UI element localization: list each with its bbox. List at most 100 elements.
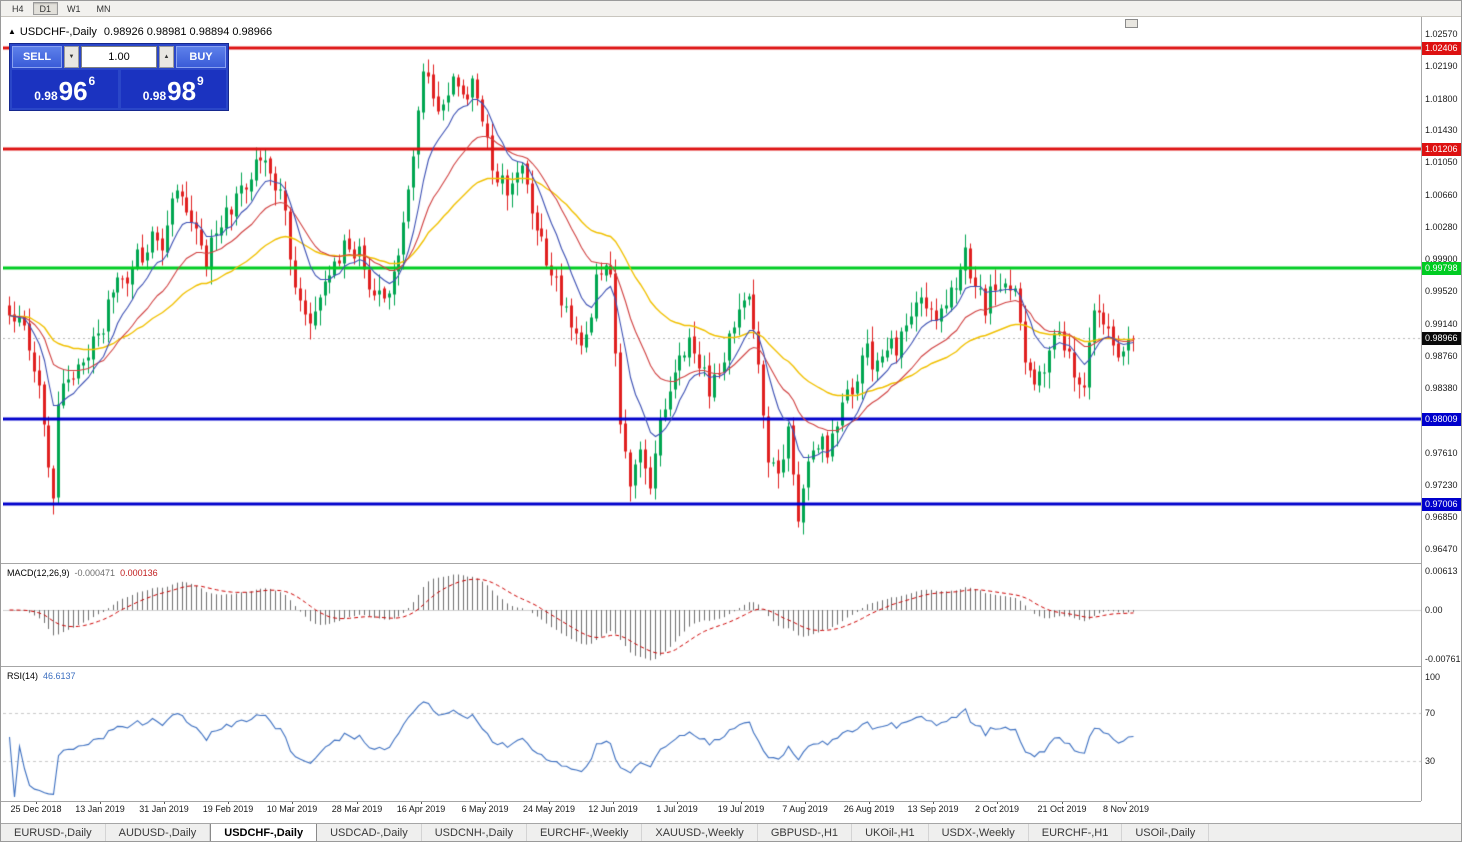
sell-price-sup: 6 bbox=[88, 74, 96, 88]
symbol-title: USDCHF-,Daily bbox=[19, 26, 97, 38]
buy-price-base: 0.98 bbox=[142, 89, 167, 103]
tab-eurchf-h1[interactable]: EURCHF-,H1 bbox=[1029, 824, 1123, 841]
price-tick: 0.99520 bbox=[1425, 286, 1458, 297]
date-tick bbox=[164, 801, 165, 804]
current-price-badge: 0.98966 bbox=[1422, 332, 1461, 346]
buy-button[interactable]: BUY bbox=[176, 46, 226, 68]
price-tick: 0.98380 bbox=[1425, 382, 1458, 393]
lot-decrease-button[interactable]: ▼ bbox=[64, 46, 79, 68]
sell-button[interactable]: SELL bbox=[12, 46, 62, 68]
macd-tick: 0.00 bbox=[1425, 605, 1443, 615]
date-tick bbox=[357, 801, 358, 804]
price-chart-canvas[interactable] bbox=[3, 29, 1421, 563]
price-tick: 0.98760 bbox=[1425, 350, 1458, 361]
date-label: 19 Feb 2019 bbox=[202, 804, 254, 814]
date-label: 13 Jan 2019 bbox=[75, 804, 125, 814]
date-axis-line bbox=[1, 801, 1421, 802]
rsi-tick: 100 bbox=[1425, 672, 1441, 682]
lot-size-input[interactable] bbox=[81, 46, 157, 68]
rsi-label: RSI(14) 46.6137 bbox=[7, 671, 76, 681]
date-label: 8 Nov 2019 bbox=[1102, 804, 1150, 814]
date-tick bbox=[421, 801, 422, 804]
sell-price-base: 0.98 bbox=[34, 89, 58, 103]
timeframe-button-d1[interactable]: D1 bbox=[32, 2, 59, 15]
tab-eurchf-weekly[interactable]: EURCHF-,Weekly bbox=[527, 824, 643, 841]
date-label: 28 Mar 2019 bbox=[331, 804, 383, 814]
date-tick bbox=[805, 801, 806, 804]
date-tick bbox=[485, 801, 486, 804]
tab-usdcad-daily[interactable]: USDCAD-,Daily bbox=[317, 824, 422, 841]
tab-audusd-daily[interactable]: AUDUSD-,Daily bbox=[106, 824, 211, 841]
tab-xauusd-weekly[interactable]: XAUUSD-,Weekly bbox=[642, 824, 758, 841]
date-tick bbox=[292, 801, 293, 804]
buy-price-button[interactable]: 0.98 98 9 bbox=[120, 70, 226, 108]
date-tick bbox=[1126, 801, 1127, 804]
date-label: 2 Oct 2019 bbox=[974, 804, 1020, 814]
pane-splitter-rsi[interactable] bbox=[1, 666, 1421, 667]
date-label: 12 Jun 2019 bbox=[588, 804, 638, 814]
price-tick: 0.96470 bbox=[1425, 543, 1458, 554]
sell-price-big: 96 bbox=[58, 76, 88, 106]
macd-label: MACD(12,26,9) -0.000471 0.000136 bbox=[7, 568, 158, 578]
date-tick bbox=[228, 801, 229, 804]
date-tick bbox=[869, 801, 870, 804]
buy-price-sup: 9 bbox=[197, 74, 204, 88]
date-label: 6 May 2019 bbox=[461, 804, 509, 814]
date-label: 7 Aug 2019 bbox=[782, 804, 828, 814]
price-tick: 1.01050 bbox=[1425, 157, 1458, 168]
tab-usdchf-daily[interactable]: USDCHF-,Daily bbox=[210, 824, 318, 841]
chart-tab-bar: EURUSD-,Daily AUDUSD-,Daily USDCHF-,Daily U… bbox=[1, 823, 1461, 841]
tab-usoil-daily[interactable]: USOil-,Daily bbox=[1122, 824, 1210, 841]
timeframe-toolbar: H4 D1 W1 MN bbox=[1, 1, 1461, 17]
price-tick: 1.02190 bbox=[1425, 61, 1458, 72]
date-label: 1 Jul 2019 bbox=[656, 804, 698, 814]
tab-gbpusd-h1[interactable]: GBPUSD-,H1 bbox=[758, 824, 853, 841]
date-tick bbox=[549, 801, 550, 804]
sell-price-button[interactable]: 0.98 96 6 bbox=[12, 70, 118, 108]
macd-pane-canvas[interactable] bbox=[3, 565, 1421, 665]
macd-tick: -0.007612 bbox=[1425, 653, 1462, 664]
date-tick bbox=[677, 801, 678, 804]
date-tick bbox=[613, 801, 614, 804]
date-tick bbox=[741, 801, 742, 804]
date-label: 16 Apr 2019 bbox=[396, 804, 446, 814]
price-line-badge: 0.99798 bbox=[1422, 261, 1461, 275]
price-line-badge: 1.02406 bbox=[1422, 41, 1461, 55]
price-tick: 0.97610 bbox=[1425, 447, 1458, 458]
chart-title: ▲ USDCHF-,Daily 0.98926 0.98981 0.98894 0.… bbox=[8, 26, 272, 38]
price-tick: 0.99900 bbox=[1425, 254, 1458, 265]
date-label: 31 Jan 2019 bbox=[139, 804, 189, 814]
price-line-badge: 1.01206 bbox=[1422, 143, 1461, 157]
rsi-tick: 70 bbox=[1425, 708, 1436, 718]
rsi-tick: 30 bbox=[1425, 756, 1436, 766]
chart-restore-icon[interactable] bbox=[1125, 19, 1138, 28]
collapse-panel-icon[interactable]: ▲ bbox=[8, 27, 16, 36]
timeframe-button-h4[interactable]: H4 bbox=[12, 4, 24, 14]
price-tick: 1.00660 bbox=[1425, 190, 1458, 201]
tab-usdx-weekly[interactable]: USDX-,Weekly bbox=[929, 824, 1029, 841]
buy-price-big: 98 bbox=[167, 76, 197, 106]
date-tick bbox=[1062, 801, 1063, 804]
tab-usdcnh-daily[interactable]: USDCNH-,Daily bbox=[422, 824, 527, 841]
tab-eurusd-daily[interactable]: EURUSD-,Daily bbox=[1, 824, 106, 841]
date-tick bbox=[100, 801, 101, 804]
price-tick: 1.02570 bbox=[1425, 28, 1458, 39]
date-label: 21 Oct 2019 bbox=[1037, 804, 1087, 814]
date-label: 10 Mar 2019 bbox=[266, 804, 318, 814]
timeframe-button-mn[interactable]: MN bbox=[96, 4, 111, 14]
date-label: 19 Jul 2019 bbox=[717, 804, 765, 814]
price-tick: 0.96850 bbox=[1425, 511, 1458, 522]
price-tick: 1.01430 bbox=[1425, 125, 1458, 136]
timeframe-button-w1[interactable]: W1 bbox=[67, 4, 81, 14]
one-click-trading-panel: SELL ▼ ▲ BUY 0.98 96 6 0.98 98 9 bbox=[9, 43, 229, 111]
price-axis-separator bbox=[1421, 17, 1422, 801]
ohlc-values: 0.98926 0.98981 0.98894 0.98966 bbox=[103, 26, 273, 38]
lot-increase-button[interactable]: ▲ bbox=[159, 46, 174, 68]
rsi-pane-canvas[interactable] bbox=[3, 668, 1421, 800]
price-line-badge: 0.97006 bbox=[1422, 497, 1461, 511]
date-tick bbox=[933, 801, 934, 804]
pane-splitter-macd[interactable] bbox=[1, 563, 1421, 564]
date-tick bbox=[36, 801, 37, 804]
tab-ukoil-h1[interactable]: UKOil-,H1 bbox=[852, 824, 929, 841]
